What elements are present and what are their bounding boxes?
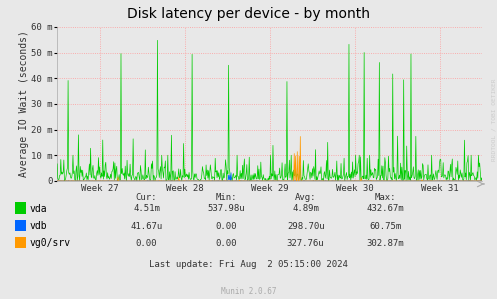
Text: 4.89m: 4.89m (292, 204, 319, 213)
Text: Max:: Max: (374, 193, 396, 202)
Text: vdb: vdb (30, 221, 47, 231)
Text: 41.67u: 41.67u (131, 222, 163, 231)
Y-axis label: Average IO Wait (seconds): Average IO Wait (seconds) (19, 30, 29, 177)
Text: 537.98u: 537.98u (207, 204, 245, 213)
Text: 0.00: 0.00 (136, 239, 158, 248)
Text: 0.00: 0.00 (215, 222, 237, 231)
Text: vg0/srv: vg0/srv (30, 238, 71, 248)
Text: Last update: Fri Aug  2 05:15:00 2024: Last update: Fri Aug 2 05:15:00 2024 (149, 260, 348, 269)
Text: 60.75m: 60.75m (369, 222, 401, 231)
Text: 4.51m: 4.51m (133, 204, 160, 213)
Text: Cur:: Cur: (136, 193, 158, 202)
Text: vda: vda (30, 204, 47, 214)
Text: Avg:: Avg: (295, 193, 317, 202)
Text: 327.76u: 327.76u (287, 239, 325, 248)
Text: Munin 2.0.67: Munin 2.0.67 (221, 287, 276, 296)
Text: Min:: Min: (215, 193, 237, 202)
Text: 302.87m: 302.87m (366, 239, 404, 248)
Text: 298.70u: 298.70u (287, 222, 325, 231)
Text: 0.00: 0.00 (215, 239, 237, 248)
Text: Disk latency per device - by month: Disk latency per device - by month (127, 7, 370, 22)
Text: 432.67m: 432.67m (366, 204, 404, 213)
Text: RRDTOOL / TOBI OETIKER: RRDTOOL / TOBI OETIKER (491, 78, 496, 161)
